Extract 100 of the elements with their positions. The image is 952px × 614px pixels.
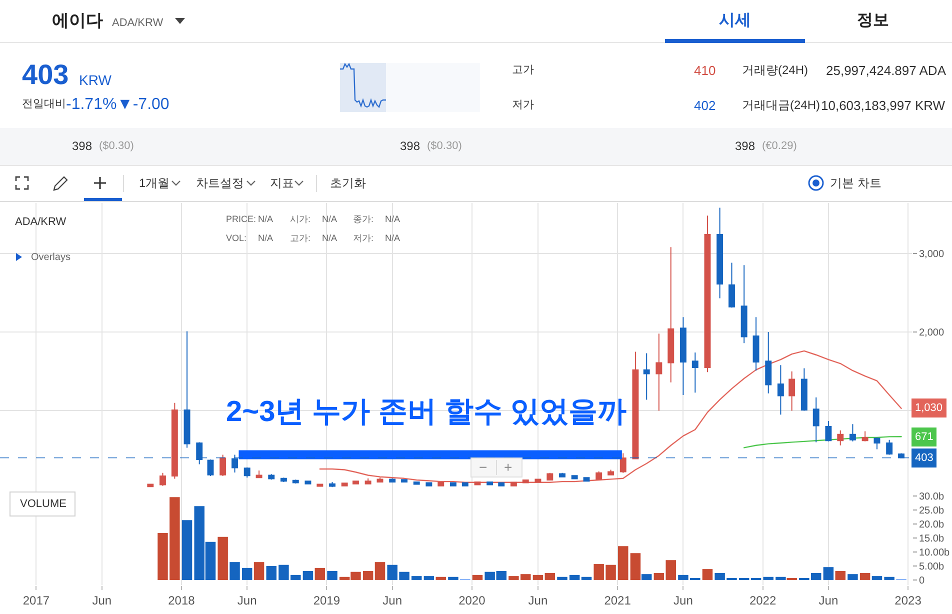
bar [424, 576, 434, 580]
y-tick-label: 20.0b [919, 520, 944, 531]
candlestick [728, 262, 735, 308]
bar [618, 546, 628, 580]
annotation: 종가: [353, 214, 374, 224]
candlestick [316, 483, 324, 488]
candlestick [207, 459, 214, 477]
text: 전일대비 [22, 98, 66, 110]
x-tick-label: 2021 [604, 593, 632, 608]
candlestick [837, 430, 844, 446]
y-tick-label: 3,000 [919, 248, 944, 260]
bar [436, 576, 446, 580]
text: 거래량(24H) [742, 63, 808, 77]
bar [230, 562, 240, 580]
bar [472, 574, 483, 580]
bar [374, 562, 386, 580]
line-series [743, 436, 902, 448]
candlestick [171, 402, 178, 480]
annotation: N/A [258, 233, 274, 243]
y-tick-label: 25.0b [919, 506, 944, 517]
candlestick [244, 466, 250, 478]
bar [702, 569, 713, 580]
x-tick-label: 2019 [313, 593, 340, 608]
candlestick [546, 472, 554, 481]
bar [569, 574, 580, 580]
candlestick [304, 480, 312, 485]
x-tick-label: 2020 [458, 593, 486, 608]
chart-subtitle: ADA/KRW [112, 17, 164, 29]
candlestick [462, 482, 468, 487]
text: 10,603,183,997 KRW [821, 98, 946, 113]
candlestick [196, 442, 203, 465]
candlestick [800, 368, 808, 412]
candlestick [825, 420, 832, 442]
candlestick [849, 424, 856, 442]
annotation: 2~3년 누가 존버 할수 있었을까 [226, 396, 626, 428]
candlestick [426, 482, 432, 487]
bar [302, 571, 314, 580]
text: KRW [79, 72, 112, 88]
bar [182, 520, 192, 580]
x-tick-label: 2023 [894, 593, 922, 608]
text: 402 [694, 98, 716, 113]
text: 1개월 [139, 176, 170, 190]
bar [314, 568, 326, 580]
annotation: 시가: [290, 214, 311, 224]
text: 기본 차트 [830, 176, 882, 190]
y-tick-label: 15.0b [919, 534, 944, 544]
bar [532, 574, 544, 580]
candlestick [184, 330, 190, 448]
text: 거래대금(24H) [742, 98, 820, 112]
candlestick [559, 472, 566, 478]
x-tick-label: Jun [674, 593, 693, 608]
text: ($0.30) [99, 140, 134, 152]
candlestick [608, 469, 614, 476]
candlestick [704, 215, 711, 373]
x-tick-label: Jun [818, 593, 838, 608]
text: 25,997,424.897 ADA [826, 63, 946, 78]
text: 398 [72, 139, 92, 153]
bar [848, 574, 858, 580]
y-tick-label: 30.0b [919, 492, 944, 503]
text: 시세 [719, 12, 751, 29]
chart-title: 에이다 [52, 11, 103, 30]
candlestick [643, 352, 650, 400]
bar [860, 572, 870, 580]
candlestick [680, 316, 686, 396]
candlestick [692, 352, 698, 394]
annotation: N/A [385, 214, 400, 224]
ref-line-label: 403 [915, 452, 934, 464]
y-tick-label: 2,000 [919, 328, 944, 339]
candlestick [788, 370, 796, 412]
candlestick [596, 470, 602, 480]
data-label: 1,030 [915, 402, 943, 414]
candlestick [510, 481, 517, 487]
text: 410 [694, 63, 716, 78]
candlestick [740, 264, 748, 344]
annotation: 고가: [290, 233, 311, 243]
annotation: + [504, 459, 512, 475]
annotation: PRICE: [226, 214, 256, 224]
bar [362, 571, 374, 580]
bar [448, 576, 458, 580]
candlestick [438, 481, 444, 487]
candlestick [716, 207, 724, 299]
bar [835, 571, 846, 580]
candlestick [389, 478, 396, 483]
x-tick-label: Jun [528, 593, 548, 608]
annotation: N/A [258, 214, 274, 224]
bar [581, 576, 592, 580]
bar [557, 576, 568, 580]
bar [884, 576, 894, 580]
candlestick [874, 436, 880, 450]
bar [544, 572, 556, 580]
text: 정보 [857, 12, 889, 29]
candlestick [401, 479, 408, 483]
x-tick-label: 2022 [749, 593, 776, 608]
candlestick [886, 439, 893, 456]
candlestick [862, 430, 868, 442]
bar [411, 576, 422, 580]
candlestick [668, 246, 674, 383]
x-tick-label: 2018 [168, 593, 196, 608]
annotation: N/A [322, 233, 338, 243]
x-tick-label: Jun [382, 593, 402, 608]
